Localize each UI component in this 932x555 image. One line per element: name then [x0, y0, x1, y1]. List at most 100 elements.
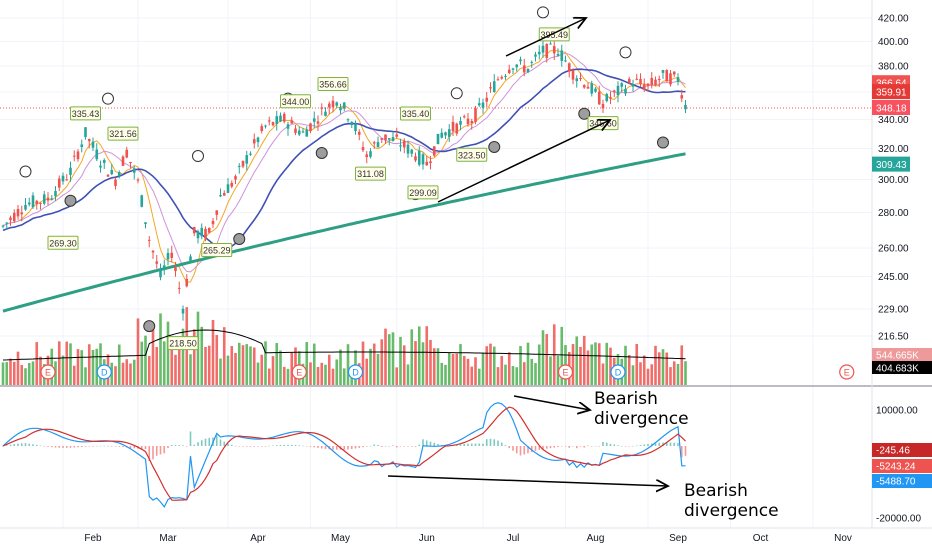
- price-label-text: 311.08: [357, 169, 384, 179]
- candle-body: [421, 154, 425, 165]
- candle-body: [267, 120, 271, 122]
- volume-bar: [166, 321, 170, 385]
- volume-bar: [181, 328, 185, 385]
- volume-bar: [99, 343, 102, 385]
- macd-histogram-bar: [500, 442, 503, 446]
- volume-bar: [376, 353, 380, 385]
- macd-histogram-bar: [673, 442, 676, 446]
- volume-bar: [399, 336, 402, 385]
- macd-histogram-bar: [632, 445, 634, 447]
- macd-histogram-bar: [144, 446, 147, 450]
- event-marker: [610, 364, 626, 380]
- event-label: E: [45, 368, 51, 378]
- macd-histogram-bar: [129, 446, 132, 448]
- macd-histogram-bar: [279, 444, 282, 446]
- candle-body: [406, 144, 410, 154]
- volume-bar: [207, 345, 211, 385]
- candle-body: [530, 61, 534, 63]
- macd-histogram-bar: [437, 443, 439, 446]
- volume-bar: [159, 313, 162, 385]
- event-label: E: [844, 368, 850, 378]
- volume-bar: [335, 359, 339, 385]
- candle-body: [316, 121, 320, 124]
- price-label: 356.66: [317, 76, 349, 91]
- macd-histogram-bar: [470, 443, 473, 446]
- volume-bar: [571, 344, 575, 385]
- candle-body: [537, 51, 541, 55]
- price-tick-label: 320.00: [878, 144, 909, 155]
- macd-histogram-bar: [73, 446, 76, 448]
- volume-bar: [417, 326, 421, 385]
- candle-body: [455, 123, 459, 134]
- macd-histogram-bar: [298, 445, 301, 446]
- candle-body: [57, 178, 61, 188]
- candle-body: [140, 195, 144, 207]
- macd-histogram-bar: [77, 446, 79, 448]
- macd-histogram-bar: [167, 446, 169, 448]
- macd-histogram-bar: [148, 446, 151, 462]
- macd-histogram-bar: [530, 446, 533, 453]
- ma-200-line: [2, 152, 686, 313]
- price-label-box: [400, 106, 431, 121]
- month-label: May: [331, 533, 350, 544]
- volume-bar: [594, 342, 597, 385]
- volume-bar: [346, 344, 350, 385]
- price-tick-label: 280.00: [878, 208, 909, 219]
- volume-bar: [624, 345, 627, 385]
- macd-histogram-bar: [92, 446, 94, 447]
- macd-histogram-bar: [152, 446, 154, 460]
- annotation-text: divergence: [684, 501, 779, 521]
- candle-body: [511, 68, 515, 70]
- candle-body: [357, 131, 361, 135]
- price-label: 344.00: [280, 94, 311, 109]
- candle-body: [391, 137, 395, 141]
- volume-bar: [72, 365, 76, 385]
- macd-histogram-bar: [380, 446, 383, 447]
- volume-bar: [511, 366, 515, 385]
- volume-bar: [440, 362, 444, 385]
- candle-body: [305, 129, 309, 137]
- volume-bar: [560, 326, 564, 385]
- macd-histogram-bar: [680, 446, 683, 458]
- candle-body: [5, 222, 9, 224]
- macd-histogram-bar: [260, 446, 263, 447]
- volume-bar: [226, 355, 230, 385]
- volume-bar: [27, 363, 31, 385]
- macd-tag-text: -5488.70: [876, 477, 916, 488]
- candle-body: [575, 78, 579, 82]
- macd-histogram-bar: [80, 446, 83, 447]
- price-label-box: [355, 166, 386, 181]
- price-tick-label: 300.00: [878, 175, 909, 186]
- macd-histogram-bar: [482, 443, 484, 446]
- macd-histogram-bar: [358, 446, 361, 448]
- price-label-text: 321.56: [109, 129, 137, 139]
- macd-histogram-bar: [103, 445, 106, 447]
- month-label: Feb: [84, 533, 102, 544]
- volume-bar: [669, 367, 672, 385]
- volume-bar: [579, 346, 582, 385]
- candle-body: [372, 142, 376, 144]
- macd-histogram-bar: [624, 446, 627, 447]
- volume-bar: [324, 364, 327, 385]
- macd-histogram-bar: [617, 445, 619, 446]
- annotation-text: Bearish: [684, 481, 748, 501]
- macd-histogram-bar: [410, 446, 413, 447]
- volume-bar: [410, 329, 414, 385]
- volume-bar: [474, 357, 477, 385]
- price-label-box: [538, 27, 570, 42]
- price-label: 335.40: [400, 106, 431, 121]
- event-marker: [96, 364, 112, 380]
- volume-bar: [282, 366, 286, 385]
- candle-body: [31, 195, 35, 208]
- volume-bar: [447, 352, 451, 385]
- candle-body: [481, 102, 485, 108]
- macd-histogram-bar: [219, 439, 222, 446]
- volume-bar: [57, 341, 61, 385]
- ma-mid-line: [2, 52, 686, 273]
- candle-body: [65, 179, 69, 181]
- candle-body: [237, 165, 241, 167]
- volume-bar: [387, 334, 391, 385]
- volume-bar: [549, 356, 552, 385]
- macd-tag: [872, 443, 932, 457]
